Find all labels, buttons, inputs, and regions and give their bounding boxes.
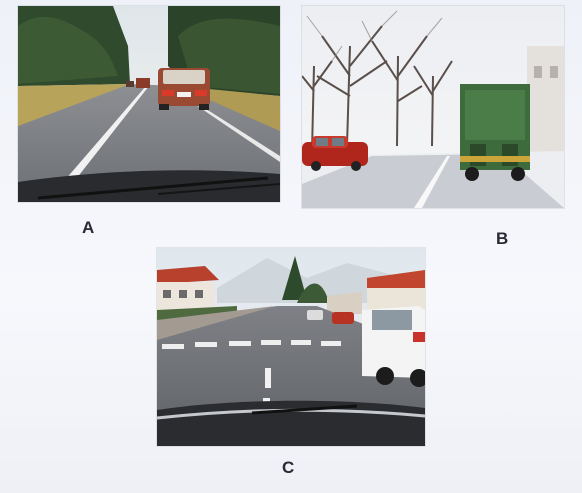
photo-b [302, 6, 564, 208]
photo-a [18, 6, 280, 202]
photo-c [157, 248, 425, 446]
caption-a: A [82, 218, 95, 237]
town-street-with-crosswalk-photo [157, 248, 425, 446]
caption-c: C [282, 458, 295, 477]
road-with-car-ahead-photo [18, 6, 280, 202]
caption-b: B [496, 229, 509, 248]
tree-lined-street-with-truck-photo [302, 6, 564, 208]
